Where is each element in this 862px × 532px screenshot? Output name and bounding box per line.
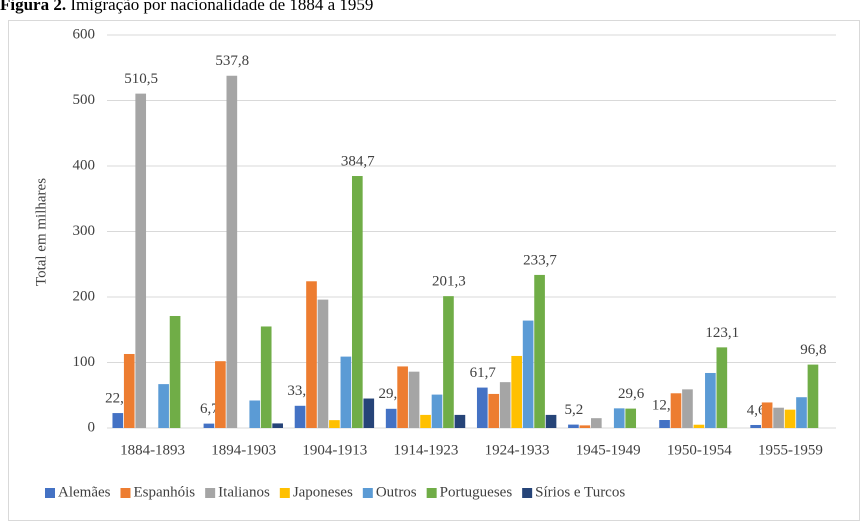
data-label: 96,8 xyxy=(800,342,826,358)
bar xyxy=(705,372,716,428)
bar xyxy=(670,393,682,428)
bar xyxy=(363,398,375,428)
data-label: 6,7 xyxy=(200,401,219,417)
bar xyxy=(716,347,728,428)
bar xyxy=(659,420,670,428)
legend-swatch xyxy=(120,488,131,498)
legend-swatch xyxy=(362,488,373,498)
bar xyxy=(579,425,591,428)
bar xyxy=(420,414,431,428)
bar xyxy=(488,393,500,428)
chart-title: Figura 2. Imigração por nacionalidade de… xyxy=(0,0,373,14)
bar xyxy=(613,408,625,428)
bar xyxy=(773,407,784,428)
legend-label: Japoneses xyxy=(293,484,353,500)
legend-label: Outros xyxy=(376,484,417,500)
title-label: Figura 2. xyxy=(0,0,66,14)
legend-swatch xyxy=(426,488,437,498)
legend-label: Portugueses xyxy=(440,484,513,500)
bar xyxy=(226,75,238,428)
y-tick-label: 400 xyxy=(73,157,96,173)
bar xyxy=(408,371,420,428)
legend-label: Sírios e Turcos xyxy=(535,484,625,500)
bar xyxy=(454,414,466,428)
bar xyxy=(625,408,637,428)
y-tick-label: 600 xyxy=(73,26,96,42)
x-tick-label: 1914-1923 xyxy=(393,442,458,458)
data-label: 4,6 xyxy=(747,402,766,418)
bar xyxy=(761,402,773,428)
bar xyxy=(260,326,272,428)
bar xyxy=(545,414,557,428)
bar xyxy=(385,408,397,428)
title-text: Imigração por nacionalidade de 1884 a 19… xyxy=(70,0,373,14)
x-tick-label: 1945-1949 xyxy=(576,442,641,458)
bar xyxy=(682,389,693,428)
bar xyxy=(522,320,534,428)
x-tick-label: 1904-1913 xyxy=(302,442,367,458)
bar xyxy=(123,353,135,428)
bar xyxy=(340,356,352,428)
bar xyxy=(158,384,169,428)
bar xyxy=(807,364,819,428)
x-tick-label: 1924-1933 xyxy=(485,442,550,458)
bar xyxy=(534,274,545,428)
bar xyxy=(329,420,340,428)
bar xyxy=(135,93,147,428)
y-tick-label: 300 xyxy=(73,223,96,239)
bar xyxy=(796,397,807,428)
bar xyxy=(693,424,705,428)
legend-label: Alemães xyxy=(58,484,111,500)
bar xyxy=(784,409,796,428)
bar xyxy=(568,424,579,428)
bar xyxy=(272,423,283,428)
y-tick-label: 0 xyxy=(88,419,96,435)
legend-swatch xyxy=(522,488,533,498)
bar xyxy=(112,413,124,428)
bar xyxy=(750,424,761,428)
data-label: 537,8 xyxy=(215,53,249,69)
legend-swatch xyxy=(205,488,216,498)
bar xyxy=(306,281,317,428)
y-tick-label: 200 xyxy=(73,288,96,304)
legend-label: Espanhóis xyxy=(133,484,195,500)
data-label: 29,6 xyxy=(618,386,645,402)
data-label: 5,2 xyxy=(564,402,583,418)
data-label: 201,3 xyxy=(432,274,466,290)
data-label: 510,5 xyxy=(124,71,158,87)
bar xyxy=(591,418,602,428)
data-label: 123,1 xyxy=(705,325,739,341)
legend-swatch xyxy=(45,488,55,498)
x-tick-label: 1955-1959 xyxy=(758,442,823,458)
bar xyxy=(203,423,215,428)
bar xyxy=(443,296,454,428)
bar xyxy=(397,366,408,428)
x-tick-label: 1950-1954 xyxy=(667,442,732,458)
y-axis-label: Total em milhares xyxy=(33,178,49,286)
bar xyxy=(169,315,181,428)
legend-swatch xyxy=(279,488,290,498)
bar xyxy=(317,299,329,428)
bar xyxy=(431,394,443,428)
bar xyxy=(294,405,306,428)
bar xyxy=(476,387,488,428)
y-tick-label: 500 xyxy=(73,92,96,108)
bar xyxy=(215,361,226,428)
data-label: 61,7 xyxy=(470,365,497,381)
x-tick-label: 1894-1903 xyxy=(211,442,276,458)
bar xyxy=(249,400,261,428)
x-tick-label: 1884-1893 xyxy=(120,442,185,458)
legend-label: Italianos xyxy=(218,484,270,500)
data-label: 384,7 xyxy=(341,153,375,169)
chart-frame xyxy=(8,20,860,521)
bar xyxy=(351,176,363,428)
y-tick-label: 100 xyxy=(73,354,96,370)
bar xyxy=(511,355,522,428)
data-label: 233,7 xyxy=(523,252,557,268)
bar xyxy=(499,382,511,428)
